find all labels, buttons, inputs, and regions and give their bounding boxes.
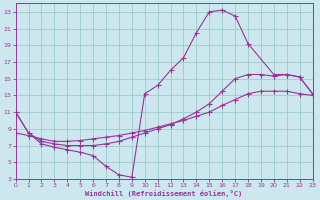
- X-axis label: Windchill (Refroidissement éolien,°C): Windchill (Refroidissement éolien,°C): [85, 190, 243, 197]
